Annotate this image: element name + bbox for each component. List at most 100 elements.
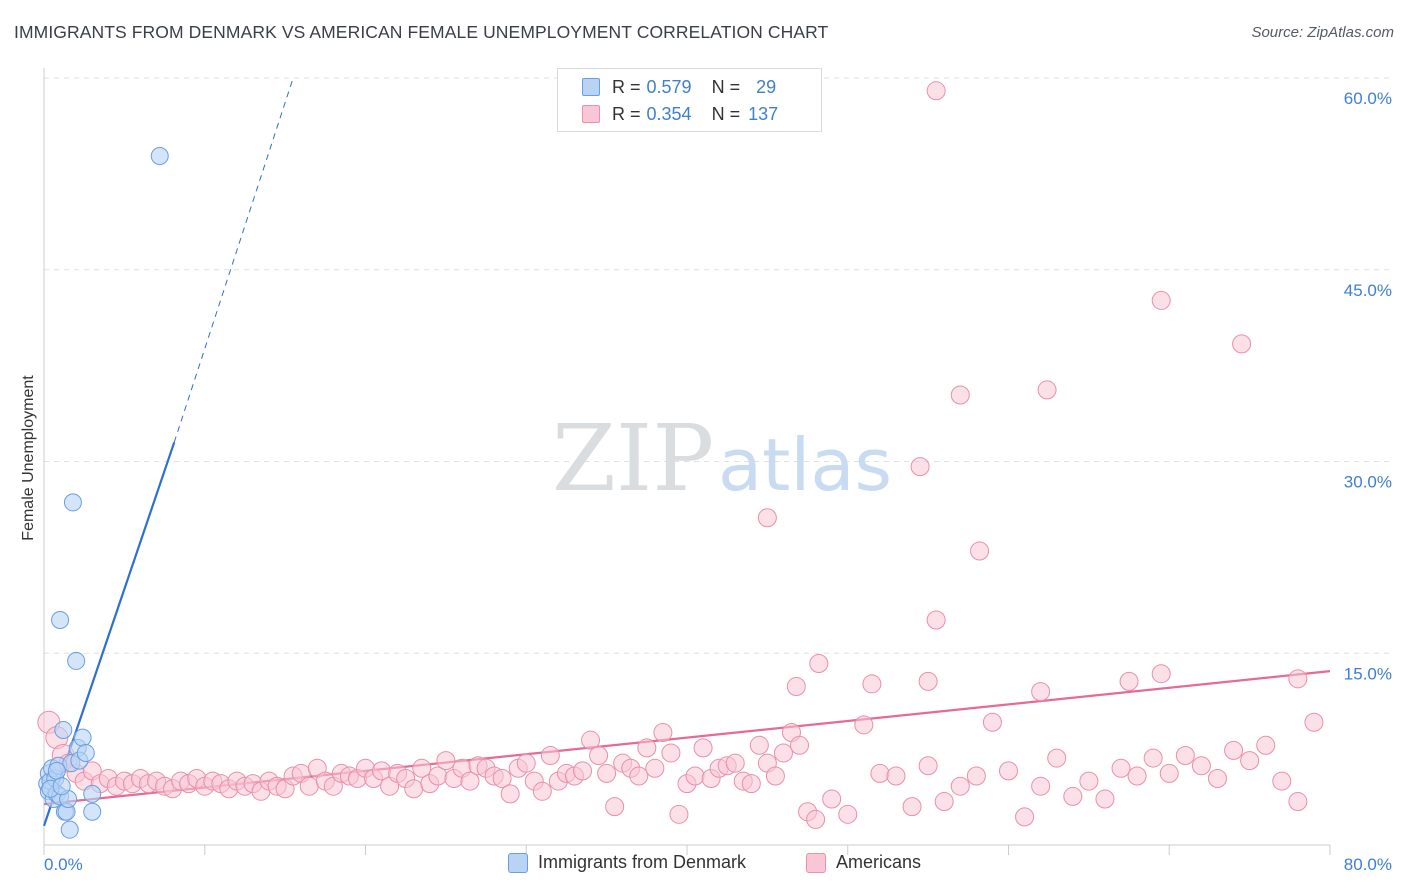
y-tick-label: 45.0% [1344,281,1392,300]
denmark-point [63,493,82,512]
americans-point [1031,682,1051,702]
americans-point [1037,380,1057,400]
americans-point [1063,786,1083,806]
legend-row-denmark: R = 0.579 N = 29 [582,76,776,98]
chart-source: Source: ZipAtlas.com [1251,24,1394,41]
americans-point [661,743,681,763]
americans-point [412,758,432,778]
americans-point [926,81,946,101]
americans-point [637,738,657,758]
denmark-trend-extension [173,77,294,443]
denmark-point [150,146,169,165]
americans-point [1015,807,1035,827]
grid-lines [44,77,1392,654]
americans-point [910,457,930,477]
americans-point [1232,334,1252,354]
bottom-legend-label: Immigrants from Denmark [538,852,747,872]
americans-point [1207,769,1227,789]
americans-point [790,735,810,755]
americans-point [581,730,601,750]
americans-point [765,766,785,786]
americans-point [653,723,673,743]
americans-point [1240,751,1260,771]
americans-point [1151,290,1171,310]
americans-point [685,766,705,786]
legend-swatch-pink [582,105,600,123]
legend-r-label: R = [612,76,641,97]
americans-point [966,766,986,786]
bottom-legend-label: Americans [836,852,922,872]
americans-point [597,763,617,783]
bottom-legend-americans: Americans [806,852,921,873]
legend-r-value: 0.354 [646,103,692,124]
americans-point [500,784,520,804]
legend-n-value: 29 [756,76,777,97]
americans-point [1111,758,1131,778]
bottom-legend-swatch-blue [508,852,528,873]
americans-point [1127,766,1147,786]
americans-point [999,761,1018,781]
x-tick-label: 0.0% [44,855,83,874]
americans-point [573,761,593,781]
stats-legend: R = 0.579 N = 29 R = 0.354 N = 137 [557,68,822,132]
legend-swatch-blue [582,78,600,96]
legend-r-label: R = [612,103,641,124]
americans-point [822,789,842,809]
americans-point [1288,669,1308,689]
americans-point [918,756,938,776]
americans-point [918,671,938,691]
americans-point [950,776,970,796]
americans-point [950,385,970,405]
americans-point [809,653,829,673]
americans-points [37,81,1324,829]
americans-point [1191,756,1211,776]
americans-point [532,781,552,801]
americans-point [934,792,954,812]
americans-point [725,753,745,773]
denmark-point [60,820,79,839]
americans-point [299,776,319,796]
americans-point [1304,712,1324,732]
americans-point [902,797,922,817]
americans-point [886,766,906,786]
denmark-point [76,743,95,762]
americans-point [1047,748,1067,768]
americans-point [404,779,424,799]
americans-point [436,751,456,771]
americans-point [870,763,890,783]
americans-point [862,674,882,694]
denmark-point [54,720,73,739]
americans-point [1272,771,1292,791]
watermark-zip: ZIP [552,405,714,512]
watermark: ZIP atlas [552,405,892,512]
legend-n-label: N = [711,103,741,124]
denmark-point [51,611,70,630]
y-tick-label: 15.0% [1344,664,1392,683]
bottom-legend-denmark: Immigrants from Denmark [508,852,746,873]
americans-point [1119,671,1139,691]
legend-r-value: 0.579 [646,76,692,97]
americans-point [693,738,713,758]
denmark-point [83,802,102,821]
tick-labels: 15.0% 30.0% 45.0% 60.0% 0.0% 80.0% [44,89,1392,874]
americans-point [982,712,1002,732]
bottom-legend-swatch-pink [806,852,826,873]
americans-point [589,746,609,766]
americans-point [1159,763,1179,783]
americans-point [970,541,990,561]
americans-point [741,774,761,794]
watermark-atlas: atlas [718,423,892,507]
americans-point [1224,740,1244,760]
legend-n-value: 137 [748,103,779,124]
americans-point [757,508,777,528]
americans-point [1143,748,1163,768]
denmark-point [52,777,71,796]
americans-point [786,676,806,696]
denmark-point [73,728,92,747]
americans-point [1175,746,1195,766]
americans-point [1151,664,1171,684]
chart-title: IMMIGRANTS FROM DENMARK VS AMERICAN FEMA… [14,22,829,42]
denmark-points [38,146,169,839]
legend-row-americans: R = 0.354 N = 137 [582,103,778,125]
